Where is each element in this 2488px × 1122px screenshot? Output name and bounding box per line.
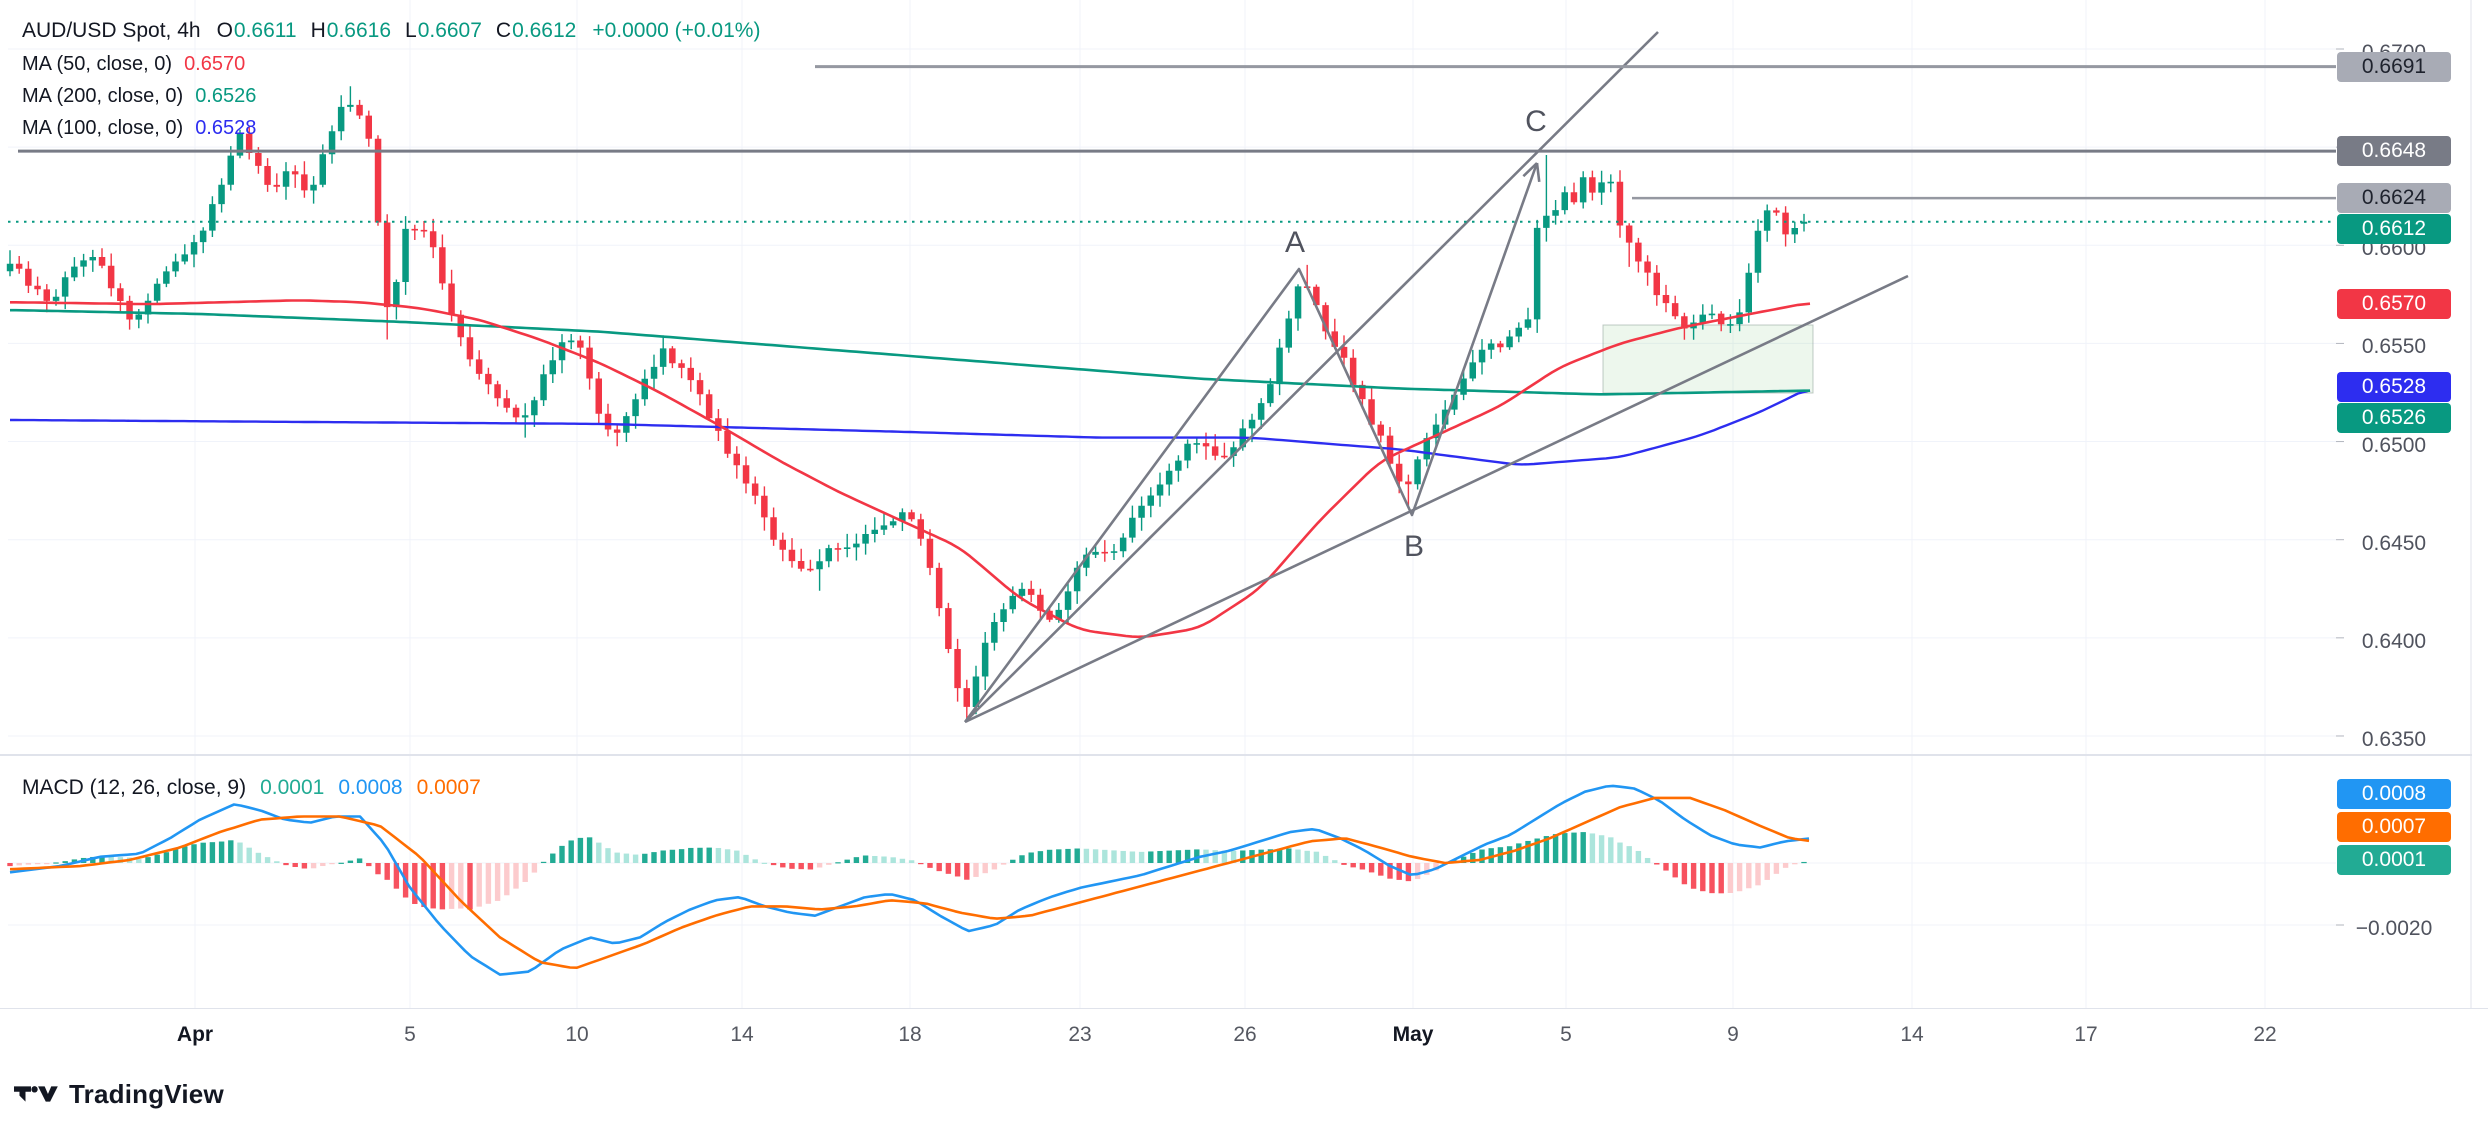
time-tick-17: 17	[2074, 1023, 2098, 1046]
ohlc-h: H 0.6616	[310, 19, 391, 42]
indicator-row-0[interactable]: MA (50, close, 0) 0.6570	[22, 48, 760, 80]
axis-badge-0.6612: 0.6612	[2337, 214, 2451, 245]
time-tick-Apr: Apr	[176, 1023, 214, 1046]
time-tick-23: 23	[1068, 1023, 1092, 1046]
annotation-label-a[interactable]: A	[1285, 226, 1305, 259]
time-tick-5: 5	[1560, 1023, 1572, 1046]
axis-badge-0.6648: 0.6648	[2337, 136, 2451, 167]
indicator-row-2[interactable]: MA (100, close, 0) 0.6528	[22, 112, 760, 144]
indicator-label: MA (100, close, 0)	[22, 116, 184, 139]
time-tick-26: 26	[1233, 1023, 1257, 1046]
indicator-label: MA (50, close, 0)	[22, 52, 173, 75]
axis-badge-0.6570: 0.6570	[2337, 289, 2451, 320]
axis-badge-0.6624: 0.6624	[2337, 183, 2451, 214]
time-tick-10: 10	[565, 1023, 589, 1046]
macd-label: MACD (12, 26, close, 9)	[22, 776, 247, 799]
price-tick-label: 0.6500	[2361, 433, 2427, 457]
indicator-value: 0.6528	[195, 116, 257, 139]
macd-value: 0.0001	[260, 776, 325, 799]
time-tick-14: 14	[1900, 1023, 1924, 1046]
macd-legend[interactable]: MACD (12, 26, close, 9) 0.0001 0.0008 0.00…	[22, 772, 481, 804]
indicator-label: MA (200, close, 0)	[22, 84, 184, 107]
axis-badge-0.6691: 0.6691	[2337, 51, 2451, 82]
axis-badge-0.0007: 0.0007	[2337, 811, 2451, 842]
axis-badge-0.0001: 0.0001	[2337, 844, 2451, 875]
indicator-value: 0.6526	[195, 84, 257, 107]
time-tick-5: 5	[404, 1023, 416, 1046]
time-tick-22: 22	[2253, 1023, 2277, 1046]
change-value: +0.0000 (+0.01%)	[592, 19, 761, 42]
price-tick-label: 0.6450	[2361, 531, 2427, 555]
macd-values: 0.0001 0.0008 0.0007	[260, 776, 481, 800]
indicator-row-1[interactable]: MA (200, close, 0) 0.6526	[22, 80, 760, 112]
indicator-legend: MA (50, close, 0) 0.6570 MA (200, close, 0…	[22, 48, 760, 144]
indicator-value: 0.6570	[184, 52, 246, 75]
time-tick-14: 14	[730, 1023, 754, 1046]
macd-tick-label: −0.0020	[2355, 917, 2433, 940]
time-tick-18: 18	[898, 1023, 922, 1046]
ohlc-l: L 0.6607	[405, 19, 482, 42]
ohlc-c: C 0.6612	[495, 19, 577, 42]
footer: TradingView	[14, 1074, 224, 1114]
price-tick-label: 0.6350	[2361, 727, 2427, 751]
annotation-label-b[interactable]: B	[1404, 530, 1424, 563]
tradingview-logo-icon[interactable]	[14, 1078, 60, 1110]
macd-value: 0.0008	[338, 776, 403, 799]
axis-badge-0.6528: 0.6528	[2337, 371, 2451, 402]
axis-badge-0.6526: 0.6526	[2337, 402, 2451, 433]
symbol-legend: AUD/USD Spot, 4h O 0.6611 H 0.6616 L 0.6607 C 0…	[22, 14, 760, 144]
annotation-label-c[interactable]: C	[1525, 105, 1547, 138]
time-tick-9: 9	[1727, 1023, 1739, 1046]
axis-badge-0.0008: 0.0008	[2337, 778, 2451, 809]
time-axis[interactable]: Apr 5 10 14 18 23 26 May 5 9 14 17 22	[0, 1008, 2488, 1063]
tradingview-brand[interactable]: TradingView	[69, 1078, 224, 1109]
time-tick-May: May	[1392, 1023, 1434, 1046]
ohlc-o: O 0.6611	[216, 19, 297, 42]
symbol-title-row[interactable]: AUD/USD Spot, 4h O 0.6611 H 0.6616 L 0.6607 C 0…	[22, 14, 760, 48]
price-tick-label: 0.6400	[2361, 629, 2427, 653]
macd-value: 0.0007	[416, 776, 481, 799]
symbol-title: AUD/USD Spot, 4h	[22, 19, 201, 42]
price-tick-label: 0.6550	[2361, 335, 2427, 359]
ohlc-values: O 0.6611 H 0.6616 L 0.6607 C 0.6612	[217, 19, 577, 43]
